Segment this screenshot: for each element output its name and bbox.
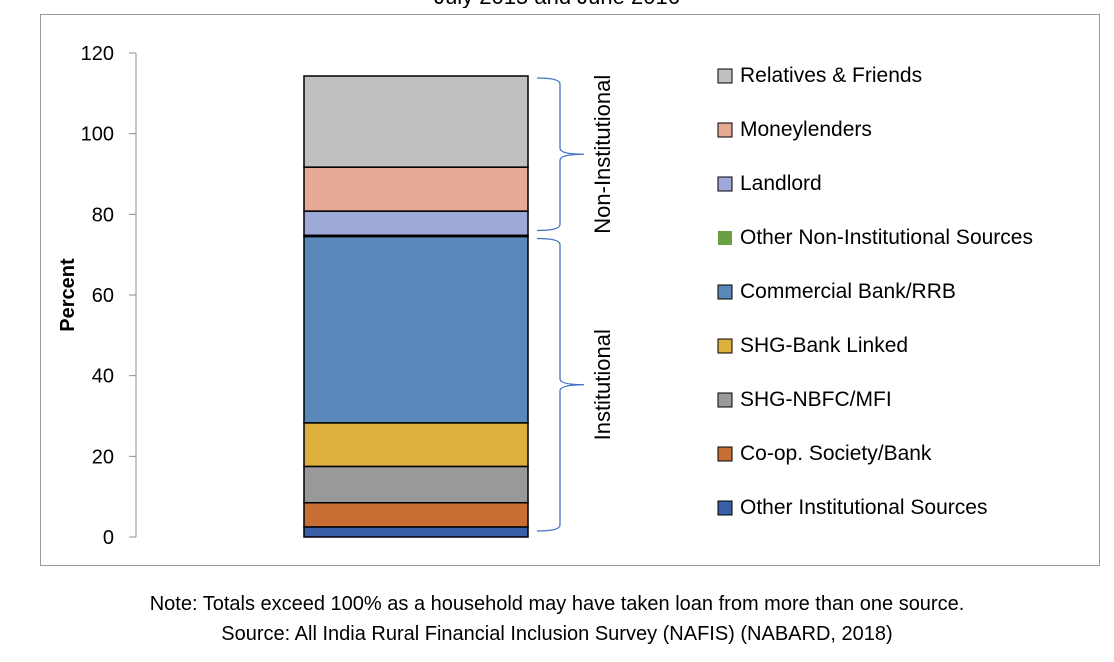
y-tick-label: 40 — [92, 366, 114, 388]
legend-swatch-relatives-friends — [717, 68, 733, 84]
brace-non-institutional — [536, 77, 585, 232]
legend-label-shg-bank-linked: SHG-Bank Linked — [740, 334, 908, 357]
source-note: Source: All India Rural Financial Inclus… — [221, 623, 893, 645]
bar-segment-relatives-friends — [303, 75, 529, 168]
legend-label-shg-nbfc-mfi: SHG-NBFC/MFI — [740, 388, 892, 411]
legend-label-relatives-friends: Relatives & Friends — [740, 64, 922, 87]
y-tick-label: 0 — [103, 527, 114, 549]
y-tick-label: 20 — [92, 446, 114, 468]
legend-label-moneylenders: Moneylenders — [740, 118, 872, 141]
bar-segment-co-op-society-bank — [303, 501, 529, 528]
legend-swatch-co-op-society-bank — [717, 446, 733, 462]
group-label-institutional: Institutional — [590, 329, 615, 440]
footnote: Note: Totals exceed 100% as a household … — [149, 593, 965, 615]
legend-swatch-shg-bank-linked — [717, 338, 733, 354]
y-tick-label: 120 — [81, 43, 114, 65]
brace-institutional — [536, 237, 585, 532]
bar-segment-moneylenders — [303, 166, 529, 212]
bar-segment-shg-nbfc-mfi — [303, 465, 529, 504]
legend-swatch-other-institutional-sources — [717, 500, 733, 516]
legend-swatch-moneylenders — [717, 122, 733, 138]
bar-segment-landlord — [303, 210, 529, 237]
group-label-non-institutional: Non-Institutional — [590, 75, 615, 234]
bar-segment-other-institutional-sources — [303, 526, 529, 538]
legend-label-landlord: Landlord — [740, 172, 822, 195]
legend-swatch-commercial-bank-rrb — [717, 284, 733, 300]
y-tick-label: 80 — [92, 204, 114, 226]
y-tick-label: 60 — [92, 285, 114, 307]
plot-frame — [40, 14, 1100, 566]
y-tick-label: 100 — [81, 124, 114, 146]
legend-label-other-non-institutional-sources: Other Non-Institutional Sources — [740, 226, 1033, 249]
chart-title-container: July 2015 and June 2016 — [0, 0, 1114, 8]
legend-swatch-landlord — [717, 176, 733, 192]
legend-swatch-shg-nbfc-mfi — [717, 392, 733, 408]
legend-label-other-institutional-sources: Other Institutional Sources — [740, 496, 987, 519]
bar-segment-shg-bank-linked — [303, 422, 529, 468]
legend-label-commercial-bank-rrb: Commercial Bank/RRB — [740, 280, 956, 303]
legend-label-co-op-society-bank: Co-op. Society/Bank — [740, 442, 932, 465]
legend-swatch-other-non-institutional-sources — [718, 231, 732, 245]
bar-segment-commercial-bank-rrb — [303, 235, 529, 424]
y-axis-title: Percent — [57, 258, 79, 332]
chart-title: July 2015 and June 2016 — [0, 0, 1114, 8]
